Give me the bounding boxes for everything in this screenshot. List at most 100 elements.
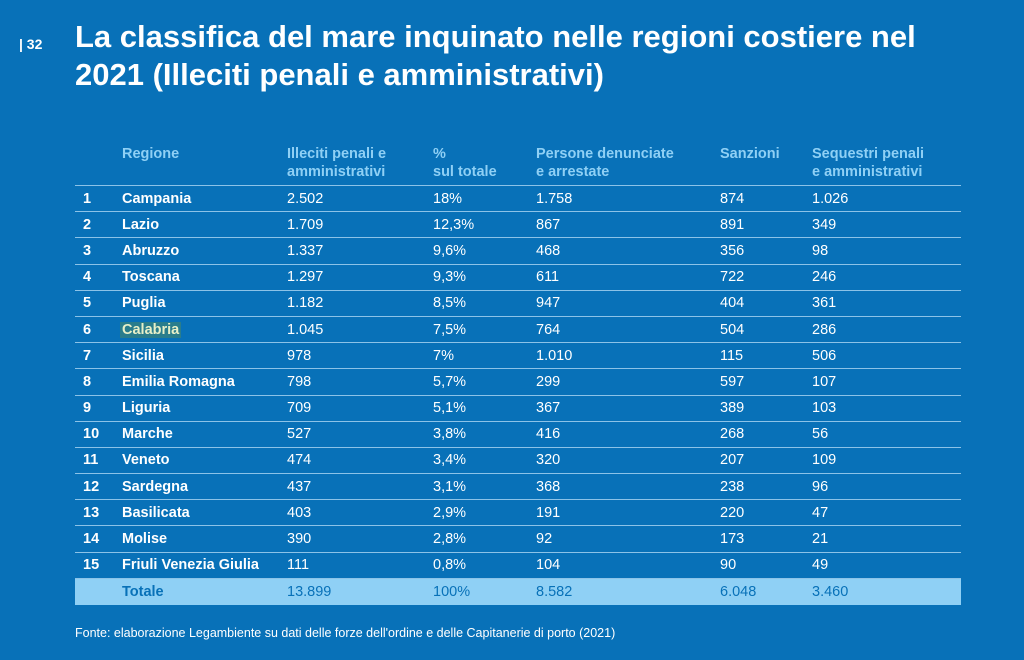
sequestri-cell: 98 [812,237,961,265]
sanzioni-cell: 404 [720,290,812,317]
sanzioni-cell: 220 [720,499,812,527]
source-note: Fonte: elaborazione Legambiente su dati … [75,626,616,640]
header-persone-line2: e arrestate [536,164,610,180]
header-illeciti-line2: amministrativi [287,164,386,180]
sequestri-cell: 1.026 [812,185,961,213]
header-region: Regione [122,142,287,186]
page-title: La classifica del mare inquinato nelle r… [75,19,916,92]
sequestri-cell: 21 [812,525,961,553]
sequestri-cell: 96 [812,473,961,501]
pct-cell: 3,4% [433,447,536,475]
pct-cell: 7,5% [433,316,536,344]
region-name: Campania [122,190,192,207]
sequestri-cell: 109 [812,447,961,475]
pct-cell: 2,8% [433,525,536,553]
region-cell: Sardegna [122,473,287,501]
total-illeciti: 13.899 [287,578,433,606]
pct-cell: 12,3% [433,211,536,239]
table-body: 1 Campania 2.502 18% 1.758 874 1.026 2 Lazio 1.70… [75,185,961,579]
persone-cell: 1.010 [536,342,720,370]
illeciti-cell: 709 [287,395,433,422]
region-cell: Basilicata [122,499,287,527]
table-row: 5 Puglia 1.182 8,5% 947 404 361 [75,290,961,317]
table-row: 14 Molise 390 2,8% 92 173 21 [75,525,961,553]
region-name: Lazio [122,216,160,233]
table-row: 12 Sardegna 437 3,1% 368 238 96 [75,473,961,501]
total-persone: 8.582 [536,578,720,606]
region-name: Liguria [122,400,171,417]
pct-cell: 0,8% [433,552,536,579]
rank-cell: 2 [75,211,122,239]
rank-cell: 13 [75,499,122,527]
illeciti-cell: 1.045 [287,316,433,344]
persone-cell: 611 [536,264,720,291]
persone-cell: 947 [536,290,720,317]
header-sequestri-line1: Sequestri penali [812,146,925,162]
region-cell: Campania [122,185,287,213]
total-row: Totale 13.899 100% 8.582 6.048 3.460 [75,578,961,606]
sequestri-cell: 349 [812,211,961,239]
region-cell: Emilia Romagna [122,368,287,396]
sequestri-cell: 49 [812,552,961,579]
rank-cell: 6 [75,316,122,344]
region-name: Abruzzo [122,242,180,259]
pct-cell: 9,6% [433,237,536,265]
rank-cell: 7 [75,342,122,370]
sequestri-cell: 286 [812,316,961,344]
sanzioni-cell: 238 [720,473,812,501]
region-cell: Puglia [122,290,287,317]
sanzioni-cell: 207 [720,447,812,475]
total-pct: 100% [433,578,536,606]
persone-cell: 320 [536,447,720,475]
pct-cell: 5,1% [433,395,536,422]
illeciti-cell: 111 [287,552,433,579]
sanzioni-cell: 90 [720,552,812,579]
sequestri-cell: 56 [812,421,961,448]
total-sanzioni: 6.048 [720,578,812,606]
illeciti-cell: 437 [287,473,433,501]
pct-cell: 18% [433,185,536,213]
region-cell: Abruzzo [122,237,287,265]
header-illeciti: Illeciti penali e amministrativi [287,142,433,186]
persone-cell: 867 [536,211,720,239]
header-rank [75,142,122,186]
region-name: Basilicata [122,504,190,521]
region-name: Toscana [122,269,180,286]
persone-cell: 1.758 [536,185,720,213]
sanzioni-cell: 597 [720,368,812,396]
illeciti-cell: 798 [287,368,433,396]
illeciti-cell: 1.297 [287,264,433,291]
table-row: 6 Calabria 1.045 7,5% 764 504 286 [75,316,961,344]
rank-cell: 5 [75,290,122,317]
region-name: Calabria [120,321,182,338]
region-cell: Veneto [122,447,287,475]
sequestri-cell: 361 [812,290,961,317]
rank-cell: 9 [75,395,122,422]
sanzioni-cell: 891 [720,211,812,239]
sanzioni-cell: 504 [720,316,812,344]
header-sequestri-line2: e amministrativi [812,164,923,180]
rank-cell: 10 [75,421,122,448]
region-cell: Liguria [122,395,287,422]
region-name: Sardegna [122,478,189,495]
sequestri-cell: 506 [812,342,961,370]
region-cell: Toscana [122,264,287,291]
header-sanzioni: Sanzioni [720,142,812,186]
header-sequestri: Sequestri penali e amministrativi [812,142,961,186]
sequestri-cell: 246 [812,264,961,291]
sequestri-cell: 47 [812,499,961,527]
pct-cell: 2,9% [433,499,536,527]
total-label: Totale [122,578,287,606]
rank-cell: 11 [75,447,122,475]
rank-cell: 4 [75,264,122,291]
region-cell: Molise [122,525,287,553]
persone-cell: 92 [536,525,720,553]
illeciti-cell: 527 [287,421,433,448]
header-persone-line1: Persone denunciate [536,146,674,162]
persone-cell: 368 [536,473,720,501]
total-rank-cell [75,578,122,606]
table-row: 2 Lazio 1.709 12,3% 867 891 349 [75,211,961,239]
region-cell: Lazio [122,211,287,239]
rank-cell: 3 [75,237,122,265]
table-row: 9 Liguria 709 5,1% 367 389 103 [75,395,961,422]
